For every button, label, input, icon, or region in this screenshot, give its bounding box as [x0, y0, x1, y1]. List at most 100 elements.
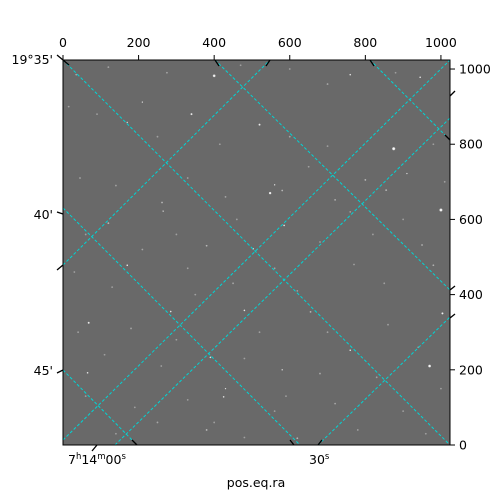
star: [232, 282, 234, 285]
star: [385, 189, 388, 191]
world-tick-mark: [91, 444, 98, 452]
star: [288, 68, 291, 70]
star: [222, 395, 225, 398]
star: [364, 179, 367, 181]
x-tick-label: 1000: [425, 35, 457, 50]
star: [84, 395, 87, 398]
star: [75, 73, 78, 76]
star: [439, 208, 443, 212]
plot-frame: [62, 59, 451, 446]
star: [87, 321, 90, 325]
grid-line: [369, 60, 450, 141]
star: [419, 76, 422, 79]
star: [115, 432, 117, 435]
star: [406, 172, 408, 175]
world-tick-mark: [56, 369, 64, 374]
stars-layer: [67, 64, 446, 440]
world-tick-mark: [449, 313, 456, 319]
world-tick-mark: [214, 59, 220, 67]
coordinate-grid: [63, 60, 450, 445]
star: [309, 311, 312, 313]
star: [243, 436, 246, 439]
world-tick-mark: [62, 59, 70, 66]
star: [273, 183, 276, 186]
star: [283, 224, 286, 227]
star: [349, 210, 352, 213]
star: [375, 376, 378, 379]
y-tick-label: 1000: [459, 62, 491, 77]
star: [334, 402, 337, 405]
world-tick-mark: [317, 439, 323, 446]
star: [383, 282, 386, 285]
x-tick-label: 600: [278, 35, 302, 50]
star: [175, 338, 178, 341]
star: [258, 331, 261, 334]
world-axes: [56, 54, 456, 452]
star: [281, 368, 284, 371]
star: [111, 286, 114, 288]
world-tick-mark: [369, 59, 375, 67]
ra-tick-label: 7h14m00s: [68, 452, 126, 467]
star: [296, 289, 299, 292]
grid-line: [63, 207, 301, 445]
star: [349, 349, 352, 352]
star: [372, 233, 374, 236]
star: [326, 145, 329, 147]
star: [107, 66, 110, 69]
star: [162, 210, 165, 213]
star: [441, 312, 444, 315]
star: [427, 364, 432, 368]
pixel-y-axis: 0 200 400 600 800 1000: [450, 62, 491, 453]
world-tick-mark: [56, 211, 64, 215]
star: [103, 353, 106, 356]
star: [141, 101, 144, 104]
star: [319, 372, 321, 375]
ra-tick-h-unit: h: [76, 452, 81, 462]
star: [440, 387, 442, 390]
y-tick-label: 0: [459, 438, 467, 453]
star: [175, 233, 178, 236]
star: [126, 121, 129, 124]
star: [421, 244, 423, 246]
dec-tick-label: 45': [34, 363, 53, 378]
grid-line: [63, 60, 450, 445]
star: [186, 398, 189, 401]
star: [115, 184, 117, 187]
grid-line: [63, 369, 138, 445]
grid-line: [114, 117, 450, 445]
star: [107, 222, 110, 225]
star: [84, 233, 87, 236]
ra-tick-m-unit: m: [97, 452, 105, 462]
star: [130, 327, 132, 330]
star: [402, 410, 405, 413]
world-tick-mark: [265, 59, 271, 67]
star: [307, 165, 310, 168]
dec-tick-label: 19°35': [12, 52, 54, 67]
star: [394, 71, 397, 74]
star: [268, 191, 272, 195]
y-tick-label: 600: [459, 212, 483, 227]
ra-tick-label: 30s: [309, 452, 330, 467]
star: [186, 177, 189, 179]
y-tick-label: 200: [459, 362, 483, 377]
star: [213, 421, 216, 424]
star: [218, 143, 221, 146]
star: [353, 263, 355, 266]
grid-line: [317, 316, 450, 445]
star: [169, 310, 172, 313]
ra-tick-hours: 7: [68, 452, 76, 467]
star: [273, 267, 276, 270]
star: [205, 429, 208, 431]
star: [273, 410, 276, 413]
ra-tick-minutes: 14: [81, 452, 97, 467]
star: [212, 74, 216, 78]
pixel-x-axis: 0 200 400 600 800 1000: [59, 35, 457, 60]
world-tick-mark: [449, 90, 456, 97]
world-tick-mark: [56, 54, 64, 61]
star: [296, 437, 299, 440]
star: [209, 356, 212, 359]
star: [243, 309, 246, 312]
star: [133, 406, 136, 409]
star: [432, 143, 435, 146]
grid-line: [63, 60, 271, 266]
